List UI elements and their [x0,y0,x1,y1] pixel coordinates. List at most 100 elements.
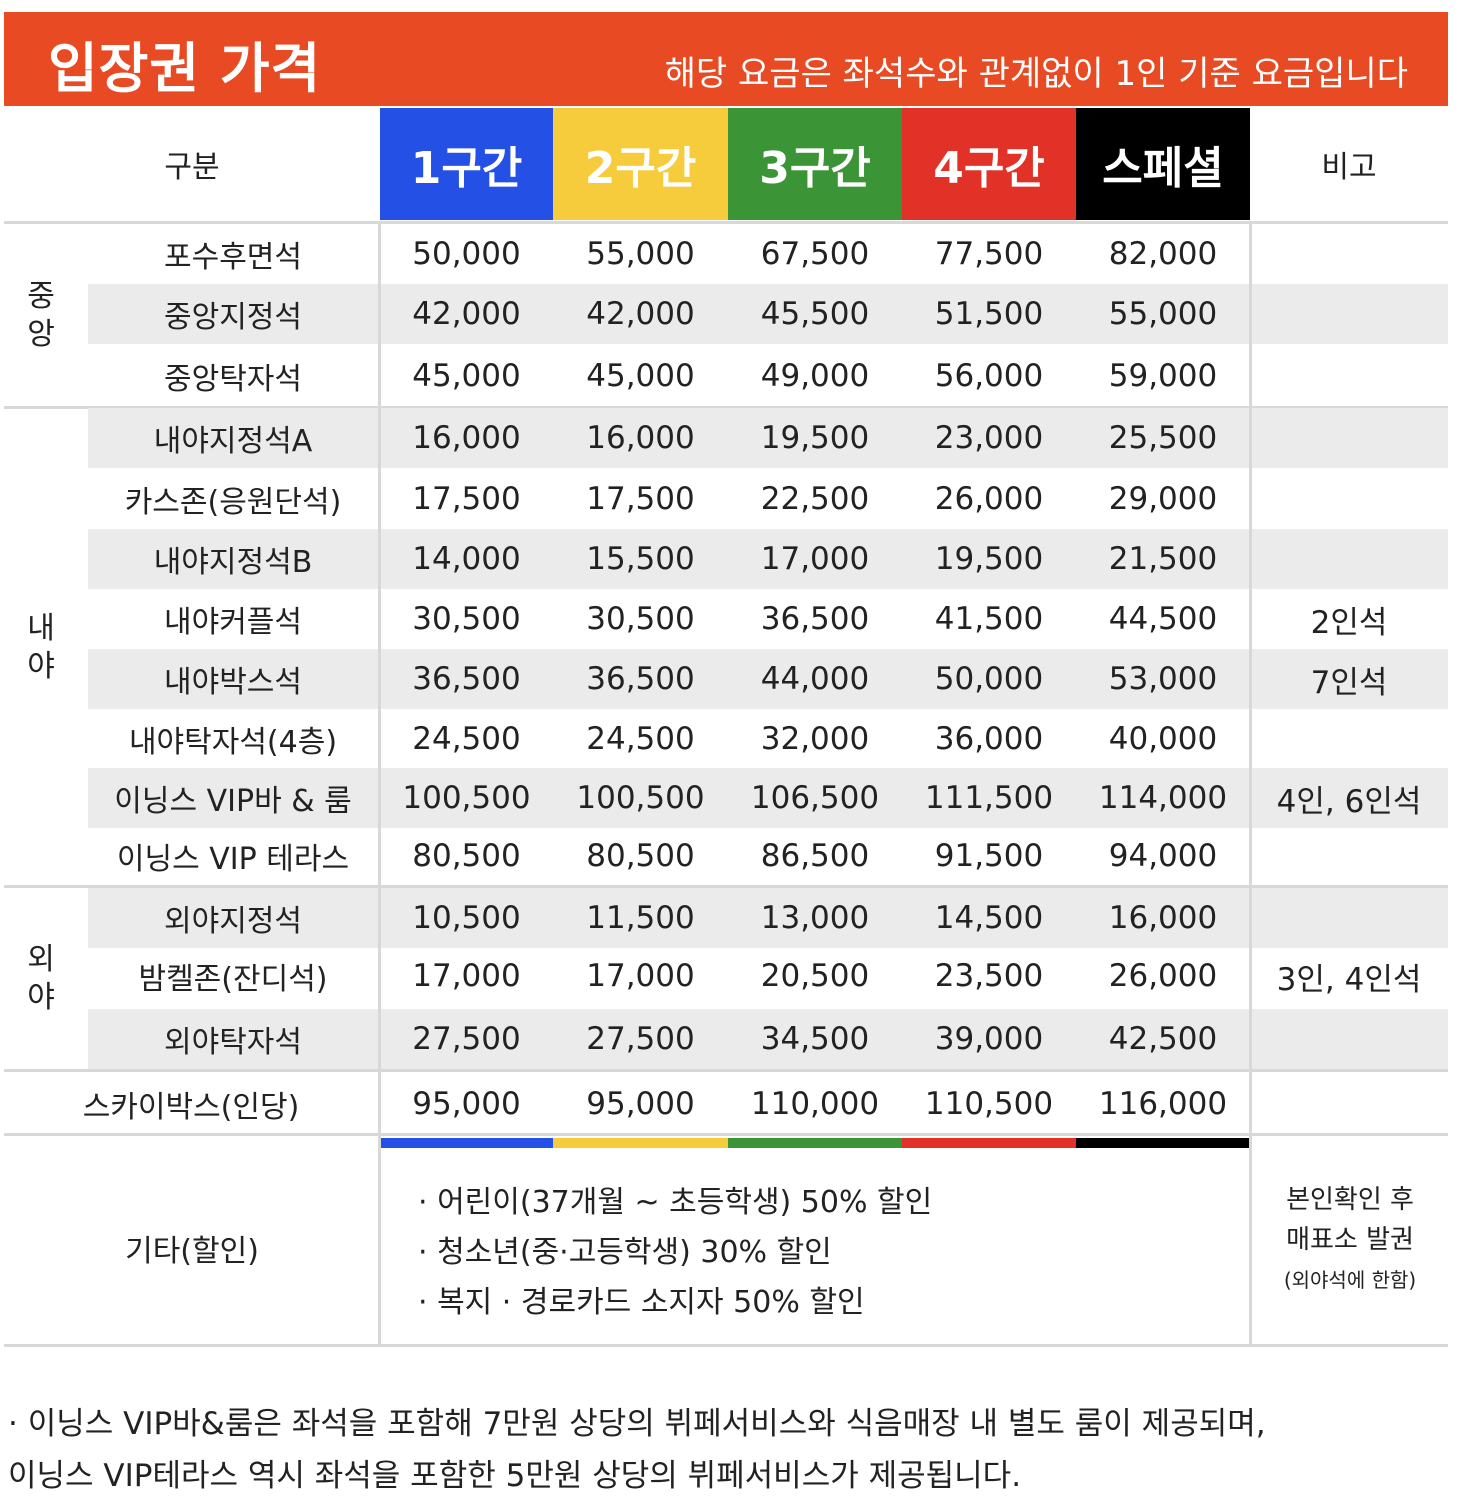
price-cell: 26,000 [1108,958,1218,994]
price-cell: 45,000 [412,358,521,394]
price-cell: 80,500 [586,838,695,874]
row-shading [88,284,1448,344]
price-cell: 36,000 [934,721,1044,757]
price-cell: 17,000 [760,541,870,577]
row-shading [88,408,1448,468]
note-cell [1250,469,1448,529]
price-cell: 95,000 [412,1086,521,1122]
footer-note-line: · 이닝스 VIP바&룸은 좌석을 포함해 7만원 상당의 뷔페서비스와 식음매… [8,1406,1266,1442]
zone-color-strip [380,1138,553,1148]
price-cell: 11,500 [586,900,695,936]
price-cell: 45,500 [760,296,870,332]
row-shading [88,888,1448,948]
price-cell: 91,500 [934,838,1044,874]
seat-name: 외야지정석 [164,904,302,939]
zone-color-strip [1076,1138,1250,1148]
price-cell: 110,500 [924,1086,1054,1122]
price-cell: 29,000 [1108,481,1218,517]
price-cell: 27,500 [412,1021,521,1057]
price-cell: 14,000 [412,541,521,577]
note-cell [1250,408,1448,468]
discount-label: 기타(할인) [125,1234,259,1269]
price-cell: 45,000 [586,358,695,394]
page-title: 입장권 가격 [48,37,322,100]
price-cell: 24,500 [412,721,521,757]
row-shading [88,768,1448,828]
column-header-zone: 4구간 [902,108,1076,220]
seat-name: 내야커플석 [164,605,302,640]
seat-name: 중앙탁자석 [164,362,302,397]
price-cell: 36,500 [412,661,521,697]
price-cell: 50,000 [412,236,521,272]
column-divider [378,224,381,1344]
column-header-category: 구분 [164,150,220,185]
price-cell: 17,500 [412,481,521,517]
price-cell: 59,000 [1108,358,1218,394]
price-cell: 36,500 [586,661,695,697]
price-cell: 21,500 [1108,541,1218,577]
seat-name: 외야탁자석 [164,1025,302,1060]
note-cell: 4인, 6인석 [1276,783,1422,820]
price-cell: 49,000 [760,358,870,394]
seat-name: 이닝스 VIP바 & 룸 [114,784,352,819]
price-cell: 80,500 [412,838,521,874]
price-cell: 34,500 [760,1021,870,1057]
price-cell: 111,500 [924,780,1054,816]
row-shading [88,529,1448,589]
row-divider [4,221,1448,224]
note-cell [1250,346,1448,406]
price-cell: 116,000 [1098,1086,1228,1122]
price-cell: 19,500 [760,420,870,456]
price-cell: 24,500 [586,721,695,757]
price-cell: 50,000 [934,661,1044,697]
note-cell: 7인석 [1310,664,1388,701]
price-cell: 17,500 [586,481,695,517]
price-cell: 110,000 [750,1086,880,1122]
price-cell: 17,000 [586,958,695,994]
price-cell: 23,500 [934,958,1044,994]
footer-note-line: 이닝스 VIP테라스 역시 좌석을 포함한 5만원 상당의 뷔페서비스가 제공됩… [8,1458,1022,1494]
price-cell: 94,000 [1108,838,1218,874]
price-cell: 36,500 [760,601,870,637]
price-cell: 22,500 [760,481,870,517]
discount-item: · 복지 · 경로카드 소지자 50% 할인 [418,1285,865,1320]
seat-name: 스카이박스(인당) [82,1090,300,1125]
price-cell: 13,000 [760,900,870,936]
note-cell [1250,529,1448,589]
price-cell: 41,500 [934,601,1044,637]
row-divider [4,1069,1448,1072]
column-header-zone: 스페셜 [1076,108,1250,220]
price-cell: 16,000 [586,420,695,456]
price-cell: 19,500 [934,541,1044,577]
discount-note-line: 매표소 발권 [1286,1225,1414,1255]
column-header-zone: 3구간 [728,108,902,220]
seat-name: 내야탁자석(4층) [128,725,338,760]
price-cell: 42,000 [586,296,695,332]
seat-name: 내야박스석 [164,665,302,700]
price-cell: 100,500 [576,780,705,816]
note-cell [1250,826,1448,886]
zone-color-strip [728,1138,902,1148]
price-cell: 44,000 [760,661,870,697]
note-cell [1250,709,1448,769]
price-cell: 25,500 [1108,420,1218,456]
price-cell: 67,500 [760,236,870,272]
group-label-char: 중 [27,279,55,314]
zone-color-strip [553,1138,728,1148]
column-header-zone: 1구간 [380,108,553,220]
group-label-char: 내 [27,611,55,646]
price-cell: 100,500 [402,780,531,816]
group-label-char: 앙 [27,317,55,352]
price-cell: 20,500 [760,958,870,994]
price-cell: 39,000 [934,1021,1044,1057]
price-cell: 77,500 [934,236,1044,272]
note-cell: 3인, 4인석 [1276,961,1422,998]
note-cell [1250,888,1448,948]
note-cell [1250,224,1448,284]
price-cell: 30,500 [412,601,521,637]
seat-name: 카스존(응원단석) [124,485,342,520]
price-cell: 10,500 [412,900,521,936]
